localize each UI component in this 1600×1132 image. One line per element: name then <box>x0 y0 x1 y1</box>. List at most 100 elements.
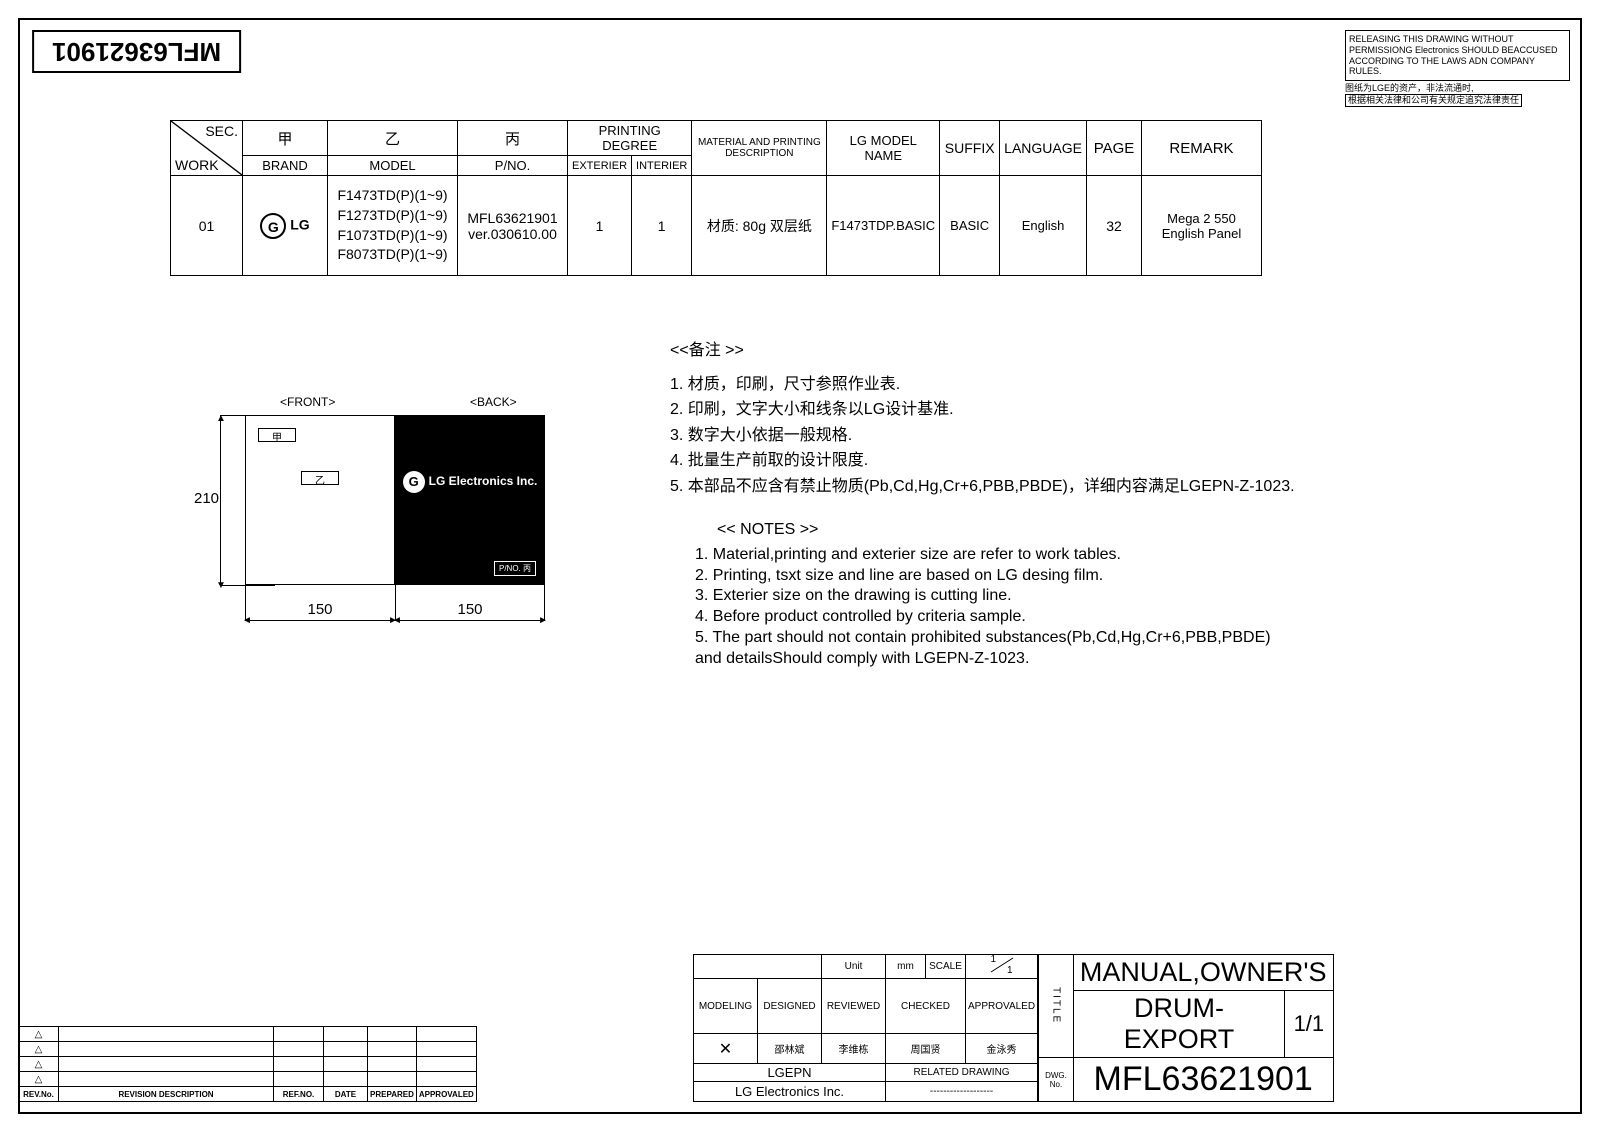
dimension-diagram: <FRONT> <BACK> 甲 乙 G LG Electronics Inc. … <box>170 395 640 685</box>
title-line-1: MANUAL,OWNER'S <box>1073 955 1333 991</box>
back-label: <BACK> <box>470 395 517 409</box>
h-modeling: MODELING <box>694 979 758 1034</box>
notes-cn-2: 2. 印刷，文字大小和线条以LG设计基准. <box>670 397 1295 423</box>
cell-material: 材质: 80g 双层纸 <box>692 176 827 276</box>
notes-en-3: 3. Exterier size on the drawing is cutti… <box>695 586 1271 607</box>
h-ext: EXTERIER <box>568 156 632 176</box>
related-dashes: ------------------- <box>886 1082 1038 1102</box>
h-printing: PRINTING DEGREE <box>568 121 692 156</box>
warning-cn: 图纸为LGE的资产，非法流通时, 根据相关法律和公司有关规定追究法律责任 <box>1345 83 1570 107</box>
panel-front: 甲 乙 <box>245 415 395 585</box>
name-checked: 周国贤 <box>886 1034 966 1064</box>
tag-jia: 甲 <box>258 428 296 442</box>
notes-english: << NOTES >> 1. Material,printing and ext… <box>695 520 1271 670</box>
title-block-group: Unit mm SCALE 1 1 MODELING DESIGNED REVI… <box>693 954 1334 1102</box>
h-suffix: SUFFIX <box>940 121 1000 176</box>
h-reviewed: REVIEWED <box>822 979 886 1034</box>
h-lang: LANGUAGE <box>1000 121 1087 176</box>
scale-bot: 1 <box>1007 965 1013 976</box>
cell-work: 01 <box>171 176 243 276</box>
h-lgmodel: LG MODEL NAME <box>827 121 940 176</box>
rev-h-revno: REV.No. <box>19 1087 59 1102</box>
notes-en-2: 2. Printing, tsxt size and line are base… <box>695 566 1271 587</box>
title-page: 1/1 <box>1285 991 1333 1058</box>
cell-int: 1 <box>632 176 692 276</box>
rev-h-date: DATE <box>324 1087 368 1102</box>
h-designed: DESIGNED <box>758 979 822 1034</box>
h-remark: REMARK <box>1141 121 1261 176</box>
notes-chinese: <<备注 >> 1. 材质，印刷，尺寸参照作业表. 2. 印刷，文字大小和线条以… <box>670 338 1295 500</box>
unit-label: Unit <box>822 955 886 979</box>
related-drawing-label: RELATED DRAWING <box>886 1064 1038 1082</box>
scale-fraction: 1 1 <box>989 956 1015 974</box>
cell-lgmodel: F1473TDP.BASIC <box>827 176 940 276</box>
cell-lang: English <box>1000 176 1087 276</box>
scale-top: 1 <box>991 954 997 965</box>
pno-tag: P/NO. 丙 <box>494 561 536 576</box>
h-approvaled: APPROVALED <box>966 979 1038 1034</box>
name-reviewed: 李维栋 <box>822 1034 886 1064</box>
cell-pno: MFL63621901 ver.030610.00 <box>458 176 568 276</box>
title-block: TITLE MANUAL,OWNER'S DRUM-EXPORT 1/1 DWG… <box>1038 954 1333 1102</box>
notes-cn-4: 4. 批量生产前取的设计限度. <box>670 448 1295 474</box>
cell-page: 32 <box>1086 176 1141 276</box>
company-name: LG Electronics Inc. <box>694 1082 886 1102</box>
rev-tri-3: △ <box>19 1057 59 1072</box>
part-number-rotated: MFL63621901 <box>32 30 241 73</box>
h-yi: 乙 <box>328 121 458 156</box>
main-spec-table: SEC. WORK 甲 乙 丙 PRINTING DEGREE MATERIAL… <box>170 120 1262 276</box>
crossed-icon: ✕ <box>694 1034 758 1064</box>
cell-brand: G LG <box>243 176 328 276</box>
tag-yi: 乙 <box>301 471 339 485</box>
name-approvaled: 金泳秀 <box>966 1034 1038 1064</box>
revision-table: △ △ △ △ REV.No. REVISION DESCRIPTION REF… <box>18 1026 477 1102</box>
unit-val: mm <box>886 955 926 979</box>
warning-en: RELEASING THIS DRAWING WITHOUT PERMISSIO… <box>1345 30 1570 81</box>
lg-brand-text: LG Electronics Inc. <box>429 474 538 488</box>
cell-model: F1473TD(P)(1~9) F1273TD(P)(1~9) F1073TD(… <box>328 176 458 276</box>
rev-h-prep: PREPARED <box>368 1087 417 1102</box>
rev-tri-4: △ <box>19 1072 59 1087</box>
title-line-3: MFL63621901 <box>1073 1058 1333 1102</box>
h-brand: BRAND <box>243 156 328 176</box>
notes-en-1: 1. Material,printing and exterier size a… <box>695 545 1271 566</box>
rev-h-desc: REVISION DESCRIPTION <box>59 1087 274 1102</box>
front-label: <FRONT> <box>280 395 335 409</box>
cell-suffix: BASIC <box>940 176 1000 276</box>
lgepn-label: LGEPN <box>694 1064 886 1082</box>
h-sec: SEC. <box>205 123 238 139</box>
h-pno: P/NO. <box>458 156 568 176</box>
dwg-no-label: DWG. No. <box>1039 1058 1074 1102</box>
dim-v-value: 210 <box>194 490 219 507</box>
h-jia: 甲 <box>243 121 328 156</box>
rev-h-appr: APPROVALED <box>416 1087 476 1102</box>
notes-cn-5: 5. 本部品不应含有禁止物质(Pb,Cd,Hg,Cr+6,PBB,PBDE)，详… <box>670 474 1295 500</box>
h-int: INTERIER <box>632 156 692 176</box>
name-designed: 邵林斌 <box>758 1034 822 1064</box>
notes-en-heading: << NOTES >> <box>717 520 1271 541</box>
notes-cn-heading: <<备注 >> <box>670 338 1295 364</box>
scale-label: SCALE <box>926 955 966 979</box>
lg-circle-icon: G <box>403 471 425 493</box>
notes-en-5: 5. The part should not contain prohibite… <box>695 628 1271 649</box>
arrow-left-icon: ◄ <box>242 615 252 626</box>
lg-brand-back: G LG Electronics Inc. <box>396 471 544 493</box>
lg-logo-icon: G <box>260 213 286 239</box>
warning-cn-1: 图纸为LGE的资产，非法流通时, <box>1345 83 1570 94</box>
dim-h1-value: 150 <box>300 601 340 618</box>
arrow-left-icon-2: ◄ <box>392 615 402 626</box>
cell-brand-text: LG <box>290 216 309 232</box>
rev-tri-2: △ <box>19 1042 59 1057</box>
h-work: WORK <box>175 157 219 173</box>
h-material: MATERIAL AND PRINTING DESCRIPTION <box>692 121 827 176</box>
panel-back: G LG Electronics Inc. P/NO. 丙 <box>395 415 545 585</box>
arrow-right-icon-2: ► <box>538 615 548 626</box>
cell-ext: 1 <box>568 176 632 276</box>
title-vertical: TITLE <box>1039 955 1074 1058</box>
rev-tri-1: △ <box>19 1027 59 1042</box>
cell-remark: Mega 2 550 English Panel <box>1141 176 1261 276</box>
dim-h2-value: 150 <box>450 601 490 618</box>
notes-en-5b: and detailsShould comply with LGEPN-Z-10… <box>695 649 1271 670</box>
warning-box: RELEASING THIS DRAWING WITHOUT PERMISSIO… <box>1345 30 1570 107</box>
notes-cn-3: 3. 数字大小依据一般规格. <box>670 423 1295 449</box>
